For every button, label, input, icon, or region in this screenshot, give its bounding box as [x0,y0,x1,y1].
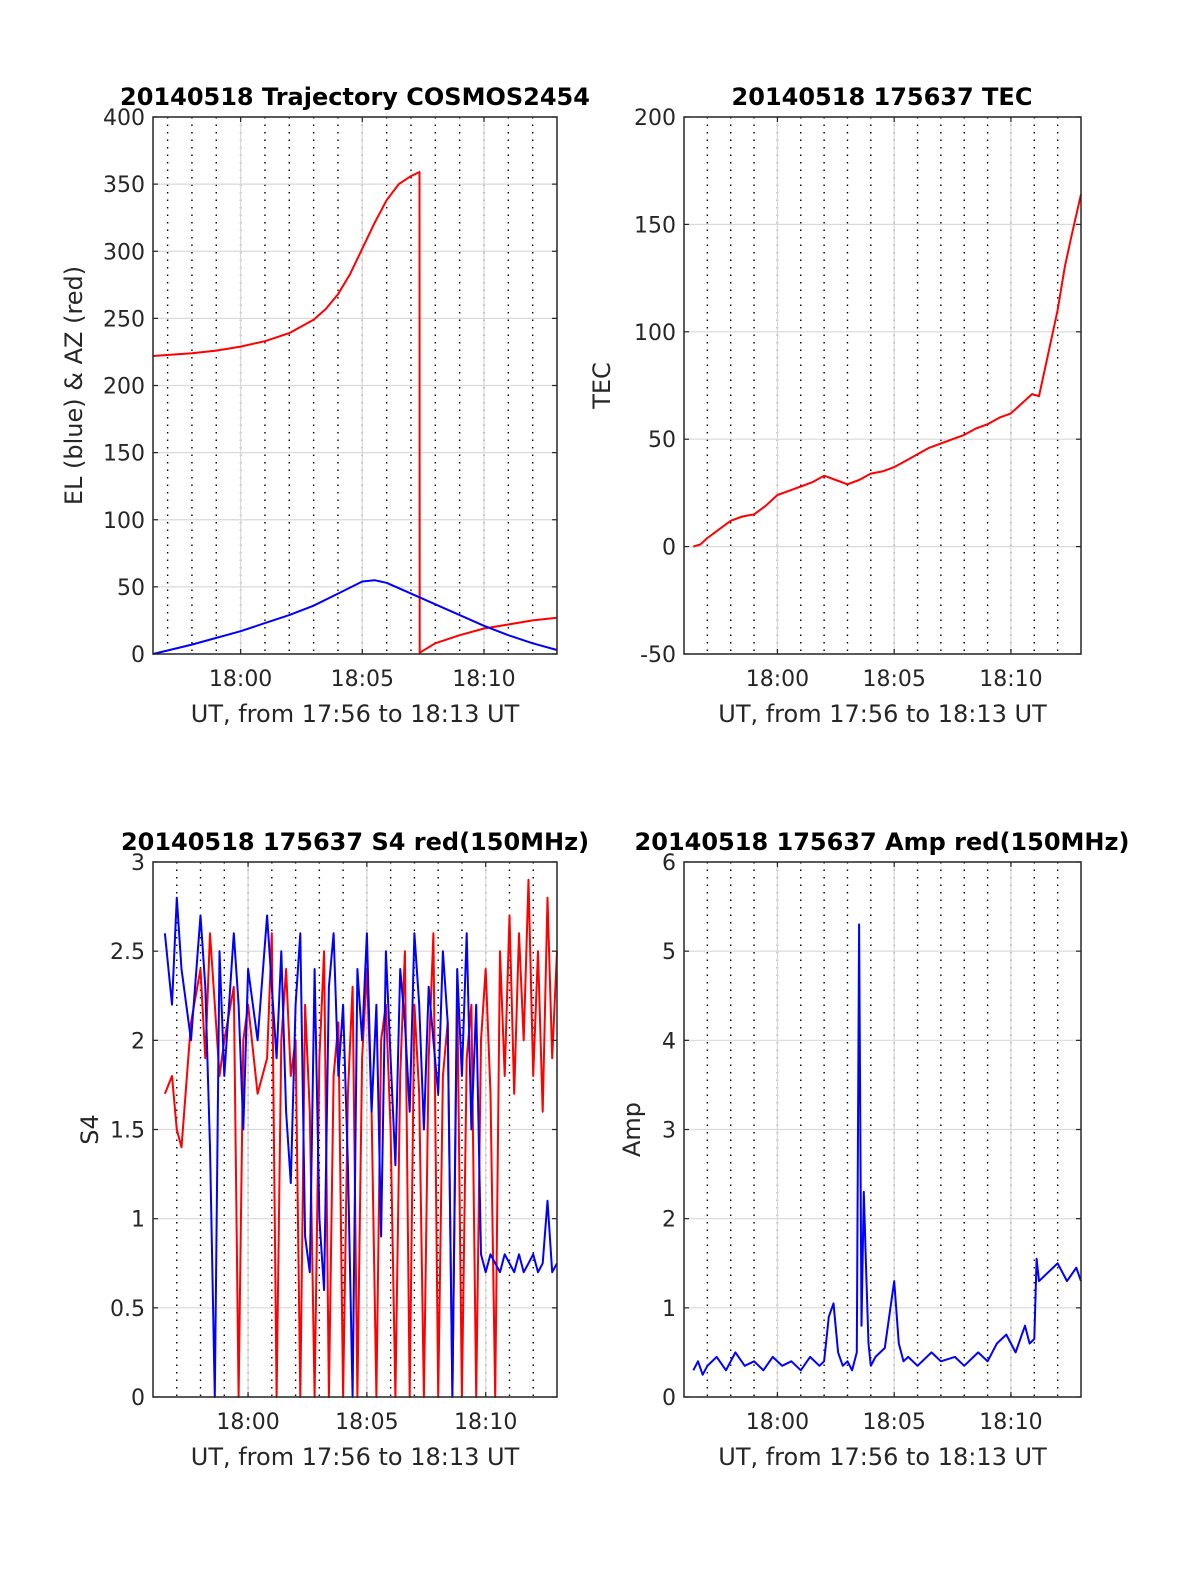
y-tick-label: 0 [662,536,676,561]
chart-panel-1: 0 50 100 150 200 250 300 350 400 18:00 18:05 18:10 U… [60,83,590,728]
y-axis-label: TEC [588,362,616,410]
series-line-amp-blue [692,923,1082,1376]
y-tick-label: 300 [103,240,145,265]
series-line-tec [693,194,1082,548]
y-tick-label: 0 [662,1386,676,1411]
y-tick-label: 4 [662,1029,676,1054]
y-tick-label: -50 [640,643,676,668]
y-tick-label: 2 [662,1208,676,1233]
y-tick-label: 100 [103,509,145,534]
series-line-az-red- [152,171,558,654]
x-tick-label: 18:00 [746,1410,809,1435]
y-tick-label: 5 [662,940,676,965]
y-tick-label: 1.5 [110,1119,145,1144]
y-tick-label: 150 [634,213,676,238]
chart-title: 20140518 175637 S4 red(150MHz) [121,828,589,856]
y-tick-label: 1 [662,1297,676,1322]
y-tick-label: 400 [103,106,145,131]
x-axis-label: UT, from 17:56 to 18:13 UT [718,1443,1047,1471]
y-tick-label: 200 [103,375,145,400]
axes-box [683,116,1082,655]
y-tick-label: 1 [131,1208,145,1233]
y-axis-label: S4 [76,1114,104,1145]
y-axis-label: Amp [618,1102,646,1157]
series-line-s4-red [163,878,558,1398]
y-tick-label: 50 [117,576,145,601]
y-tick-label: 0 [131,1386,145,1411]
x-tick-label: 18:05 [862,667,925,692]
x-tick-label: 18:10 [454,1410,517,1435]
chart-panel-2: -50 0 50 100 150 200 18:00 18:05 18:10 UT, from 1… [588,83,1082,728]
y-tick-label: 150 [103,442,145,467]
y-tick-label: 3 [662,1119,676,1144]
series-line-el-blue- [152,579,558,655]
x-axis-label: UT, from 17:56 to 18:13 UT [191,1443,520,1471]
y-axis-label: EL (blue) & AZ (red) [60,266,88,505]
x-tick-label: 18:10 [452,667,515,692]
chart-title: 20140518 175637 TEC [732,83,1033,111]
y-tick-label: 3 [131,851,145,876]
y-tick-label: 0 [131,643,145,668]
y-tick-label: 6 [662,851,676,876]
chart-panel-3: 0 0.5 1 1.5 2 2.5 3 18:00 18:05 18:10 UT, from 17:… [76,828,589,1471]
x-axis-label: UT, from 17:56 to 18:13 UT [718,700,1047,728]
x-tick-label: 18:00 [216,1410,279,1435]
x-tick-label: 18:00 [209,667,272,692]
y-tick-label: 250 [103,307,145,332]
y-tick-label: 200 [634,106,676,131]
chart-panel-4: 0 1 2 3 4 5 6 18:00 18:05 18:10 UT, from 17:56 to … [618,828,1129,1471]
y-tick-label: 50 [648,428,676,453]
y-tick-label: 2.5 [110,940,145,965]
x-tick-label: 18:10 [979,667,1042,692]
x-tick-label: 18:05 [331,667,394,692]
series-line-s4-blue [163,896,558,1398]
x-axis-label: UT, from 17:56 to 18:13 UT [191,700,520,728]
x-tick-label: 18:00 [746,667,809,692]
y-tick-label: 0.5 [110,1297,145,1322]
x-tick-label: 18:10 [979,1410,1042,1435]
x-tick-label: 18:05 [862,1410,925,1435]
y-tick-label: 100 [634,321,676,346]
chart-title: 20140518 175637 Amp red(150MHz) [635,828,1130,856]
x-tick-label: 18:05 [335,1410,398,1435]
chart-title: 20140518 Trajectory COSMOS2454 [120,83,590,111]
y-tick-label: 2 [131,1029,145,1054]
y-tick-label: 350 [103,173,145,198]
